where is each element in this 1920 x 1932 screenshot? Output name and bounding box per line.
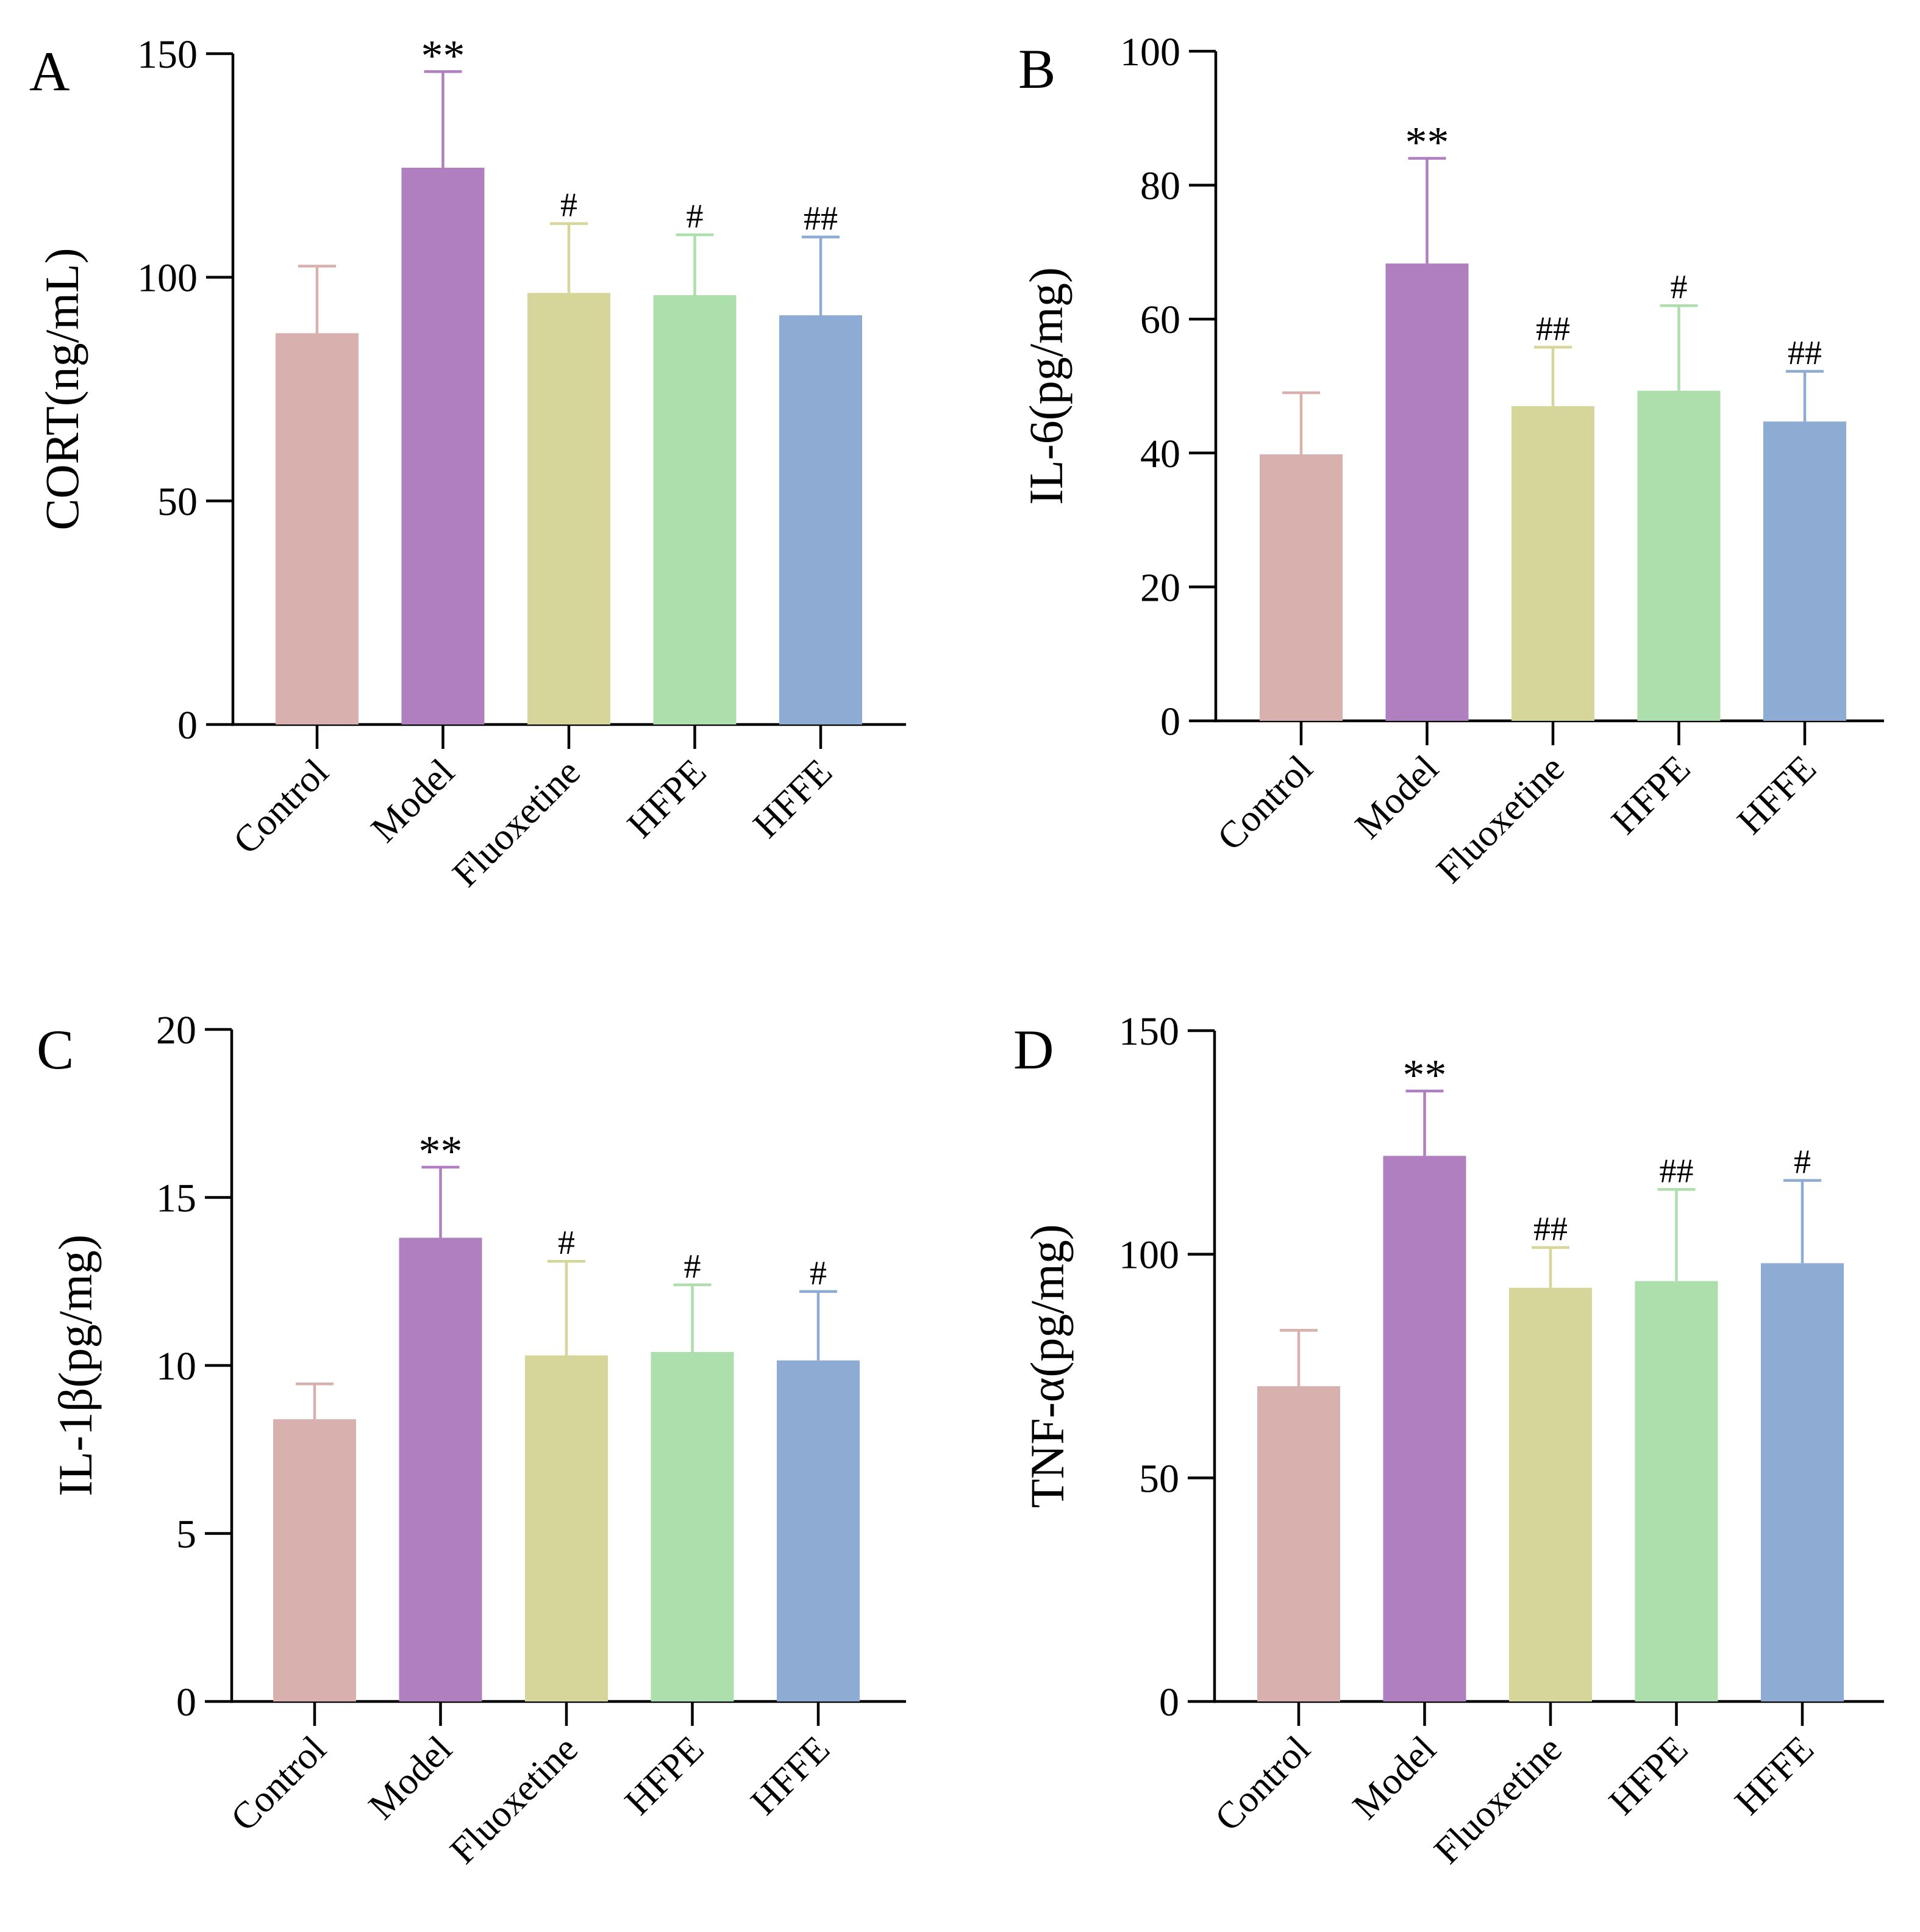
y-tick-label: 0: [176, 1680, 196, 1725]
bar-hfpe: [1637, 390, 1721, 721]
y-axis-title: TNF-α(pg/mg): [1021, 1224, 1074, 1508]
significance-label: ##: [1533, 1211, 1568, 1248]
chart-panel-d: D 0 50 100 150 TNF-α(pg/mg) Control ** Model ## Fl…: [1013, 1009, 1884, 1872]
x-category-label: Fluoxetine: [442, 1728, 586, 1872]
panel-letter: A: [29, 40, 70, 102]
bar-model: [1385, 263, 1469, 721]
significance-label: **: [421, 31, 465, 80]
y-tick-label: 100: [1120, 30, 1180, 74]
x-category-label: HFFE: [1727, 1728, 1822, 1823]
y-tick-label: 150: [1119, 1009, 1179, 1054]
y-axis-title: CORT(ng/mL): [35, 248, 88, 530]
significance-label: ##: [1660, 1152, 1694, 1190]
bar-hfpe: [651, 1351, 734, 1701]
significance-label: ##: [1536, 310, 1570, 348]
significance-label: #: [687, 198, 704, 235]
bar-control: [273, 1419, 356, 1701]
x-category-label: Model: [1347, 748, 1447, 847]
significance-label: #: [560, 187, 577, 224]
panel-letter: B: [1018, 38, 1055, 100]
significance-label: ##: [1788, 334, 1822, 372]
x-category-label: HFPE: [1601, 1728, 1696, 1823]
x-category-label: Model: [361, 1728, 460, 1828]
panel-letter: C: [37, 1018, 74, 1081]
x-category-label: Control: [223, 1728, 334, 1839]
y-tick-label: 40: [1140, 432, 1180, 476]
x-category-label: Control: [226, 751, 337, 862]
bar-hffe: [777, 1360, 860, 1701]
bar-hffe: [1763, 421, 1846, 721]
x-category-label: Fluoxetine: [444, 751, 588, 895]
y-tick-label: 20: [1140, 565, 1180, 610]
chart-panel-c: C 0 5 10 15 20 IL-1β(pg/mg) Control ** Model # Fluo…: [37, 1008, 906, 1872]
y-axis-title: IL-6(pg/mg): [1019, 267, 1072, 505]
x-category-label: HFFE: [746, 751, 840, 846]
x-category-label: HFFE: [1730, 748, 1824, 842]
bar-fluoxetine: [525, 1355, 608, 1701]
y-tick-label: 100: [137, 256, 198, 301]
bar-hffe: [1761, 1263, 1844, 1701]
chart-panel-a: A 0 50 100 150 CORT(ng/mL) Control ** Model # Fluo…: [29, 31, 906, 895]
bar-fluoxetine: [527, 293, 610, 724]
significance-label: **: [1403, 1051, 1447, 1100]
x-category-label: Model: [363, 751, 463, 851]
significance-label: #: [684, 1248, 701, 1286]
bar-control: [1260, 454, 1343, 721]
bar-model: [399, 1237, 482, 1701]
bar-control: [1257, 1386, 1340, 1701]
significance-label: #: [1794, 1143, 1811, 1181]
x-category-label: HFFE: [743, 1728, 838, 1823]
bar-fluoxetine: [1509, 1287, 1592, 1701]
bar-fluoxetine: [1511, 406, 1594, 721]
x-category-label: HFPE: [1604, 748, 1698, 842]
chart-panel-b: B020406080100IL-6(pg/mg)Control**Model##…: [1018, 30, 1884, 891]
significance-label: ##: [804, 200, 838, 238]
x-category-label: Model: [1345, 1728, 1444, 1828]
x-category-label: HFPE: [619, 751, 714, 846]
x-category-label: HFPE: [617, 1728, 712, 1823]
significance-label: #: [1671, 268, 1688, 306]
bar-control: [276, 333, 359, 724]
panel-letter: D: [1013, 1018, 1054, 1081]
bar-hfpe: [653, 295, 737, 724]
significance-label: **: [419, 1127, 463, 1176]
x-category-label: Control: [1207, 1728, 1318, 1839]
y-tick-label: 60: [1140, 298, 1180, 342]
y-tick-label: 0: [1159, 1680, 1179, 1725]
y-tick-label: 0: [1160, 699, 1180, 744]
y-tick-label: 10: [156, 1344, 196, 1389]
x-category-label: Fluoxetine: [1429, 748, 1572, 892]
x-category-label: Control: [1210, 748, 1321, 859]
y-tick-label: 50: [1139, 1456, 1179, 1501]
y-tick-label: 150: [137, 32, 198, 77]
bar-hffe: [779, 315, 862, 724]
y-tick-label: 0: [177, 703, 198, 748]
y-tick-label: 50: [157, 479, 198, 524]
significance-label: #: [558, 1224, 575, 1262]
y-tick-label: 20: [156, 1008, 196, 1053]
bar-model: [1383, 1156, 1466, 1701]
y-tick-label: 15: [156, 1176, 196, 1221]
significance-label: #: [810, 1254, 827, 1292]
y-tick-label: 100: [1119, 1233, 1179, 1278]
bar-model: [401, 168, 485, 724]
y-tick-label: 80: [1140, 164, 1180, 209]
y-axis-title: IL-1β(pg/mg): [49, 1234, 102, 1497]
significance-label: **: [1405, 118, 1449, 167]
bar-hfpe: [1635, 1281, 1718, 1701]
y-tick-label: 5: [176, 1512, 196, 1557]
x-category-label: Fluoxetine: [1426, 1728, 1570, 1872]
